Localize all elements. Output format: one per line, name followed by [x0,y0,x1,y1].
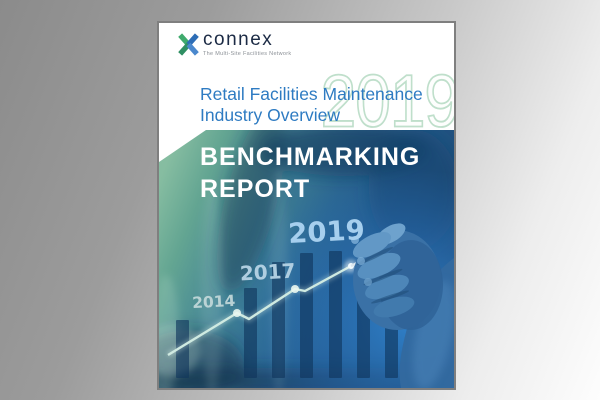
year-label-2019: 2019 [287,214,365,250]
report-title-line2: REPORT [200,175,311,203]
diagonal-wedge [159,130,206,162]
report-title: BENCHMARKING REPORT [200,141,420,205]
cover-photo: 2014 2017 2019 [159,130,454,388]
logo-tagline: The Multi-Site Facilities Network [203,51,292,57]
logo-wordmark: connex [203,29,274,50]
cover-title: Retail Facilities Maintenance Industry O… [200,84,423,126]
trend-point-2014 [233,309,241,317]
cover-title-line2: Industry Overview [200,105,341,125]
connex-x-icon [178,33,199,56]
ghost-year-watermark: 2019 [320,59,456,143]
report-cover: 2019 connex The Multi-Site Facilities Ne… [157,21,456,390]
cover-title-line1: Retail Facilities Maintenance [200,84,423,104]
hand-illustration [351,223,454,388]
connex-logo: connex The Multi-Site Facilities Network [178,30,291,57]
report-title-line1: BENCHMARKING [200,143,421,171]
trend-point-2017 [291,285,299,293]
year-label-2017: 2017 [239,259,296,286]
year-label-2014: 2014 [192,292,236,312]
photo-bar-chart [176,251,398,378]
